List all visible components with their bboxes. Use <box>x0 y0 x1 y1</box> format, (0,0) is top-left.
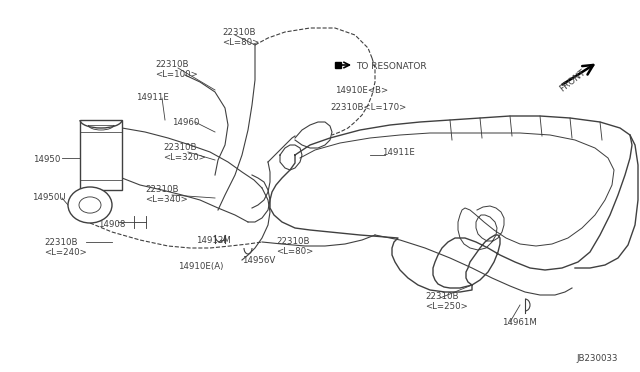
Bar <box>80 120 122 190</box>
Text: 14911E: 14911E <box>136 93 169 102</box>
Text: FRONT: FRONT <box>558 68 588 94</box>
Ellipse shape <box>68 187 112 223</box>
Text: 22310B
<L=80>: 22310B <L=80> <box>276 237 313 256</box>
Text: 14908: 14908 <box>98 220 125 229</box>
Text: 14911E: 14911E <box>382 148 415 157</box>
Text: 22310B
<L=240>: 22310B <L=240> <box>44 238 87 257</box>
Text: 14956V: 14956V <box>242 256 275 265</box>
Text: TO RESONATOR: TO RESONATOR <box>356 62 427 71</box>
Text: 22310B
<L=340>: 22310B <L=340> <box>145 185 188 204</box>
Text: 14910E(A): 14910E(A) <box>178 262 223 271</box>
Text: 22310B
<L=80>: 22310B <L=80> <box>222 28 259 47</box>
Text: 14960: 14960 <box>172 118 200 127</box>
Text: 14950: 14950 <box>33 155 60 164</box>
Text: 14910E<B>: 14910E<B> <box>335 86 388 95</box>
Text: 14961M: 14961M <box>502 318 537 327</box>
Ellipse shape <box>79 197 101 213</box>
Text: JB230033: JB230033 <box>576 354 618 363</box>
Text: 22310B
<L=250>: 22310B <L=250> <box>425 292 468 311</box>
Text: 14950U: 14950U <box>32 193 66 202</box>
Text: 14912M: 14912M <box>196 236 231 245</box>
Text: 22310B<L=170>: 22310B<L=170> <box>330 103 406 112</box>
Text: 22310B
<L=100>: 22310B <L=100> <box>155 60 198 79</box>
Text: 22310B
<L=320>: 22310B <L=320> <box>163 143 205 163</box>
